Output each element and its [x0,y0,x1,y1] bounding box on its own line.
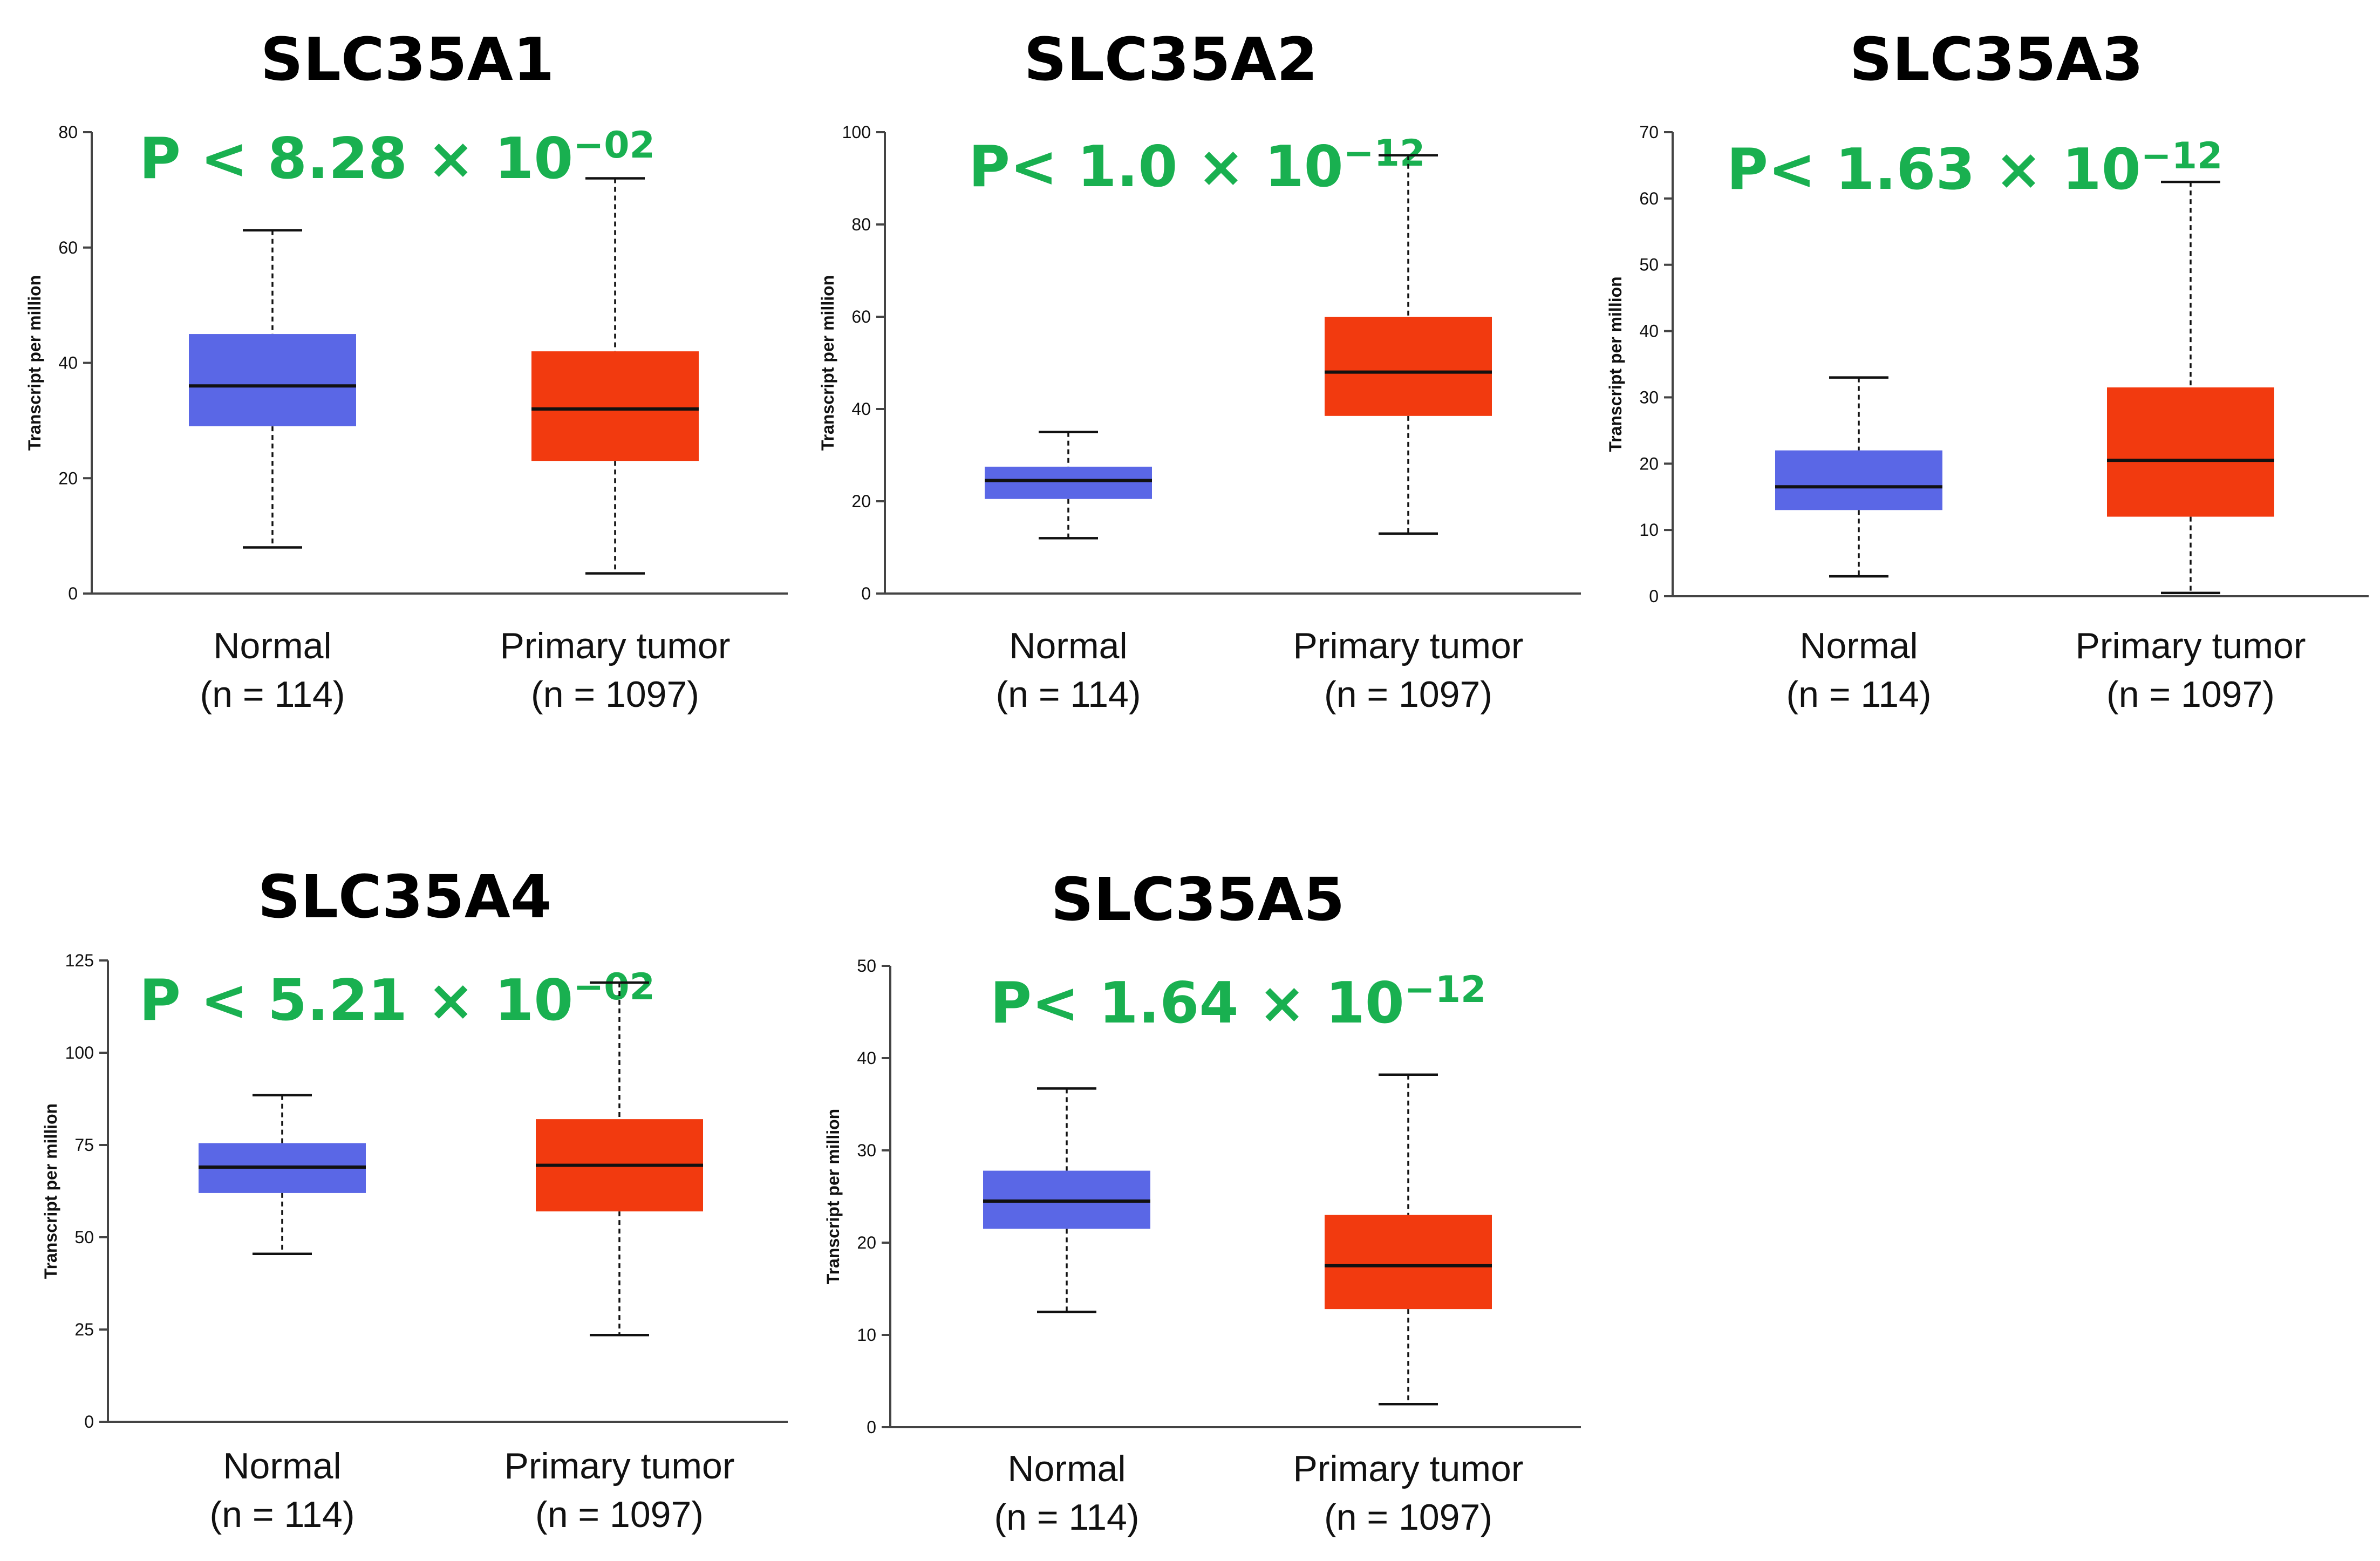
box-primary-tumor [531,177,699,575]
iqr-box [531,351,699,461]
panel-slc35a3: SLC35A3 P< 1.63 × 10−12 0 10 20 30 40 50 60 70 Tra… [1606,25,2369,715]
x-category-count: (n = 114) [209,1494,354,1535]
x-category-count: (n = 1097) [535,1494,704,1535]
panel-slc35a1: SLC35A1 P < 8.28 × 10−02 0 20 40 60 80 Transcri… [25,25,788,715]
iqr-box [189,334,356,427]
panel-title: SLC35A3 [1850,25,2144,94]
y-tick-label: 0 [1649,587,1659,606]
y-tick-label: 100 [65,1043,94,1062]
y-tick-label: 10 [1639,520,1659,540]
y-tick-label: 20 [851,492,871,511]
y-tick-label: 50 [1639,255,1659,275]
x-category-label: Primary tumor [1293,1448,1524,1489]
y-tick-label: 25 [74,1320,94,1339]
y-tick-label: 80 [851,215,871,234]
x-category-count: (n = 1097) [1324,1497,1492,1538]
x-category-count: (n = 1097) [2106,674,2275,715]
panel-title: SLC35A5 [1051,865,1345,934]
iqr-box [985,466,1152,499]
y-tick-label: 75 [74,1135,94,1155]
y-tick-label: 70 [1639,122,1659,142]
y-tick-label: 40 [1639,322,1659,341]
y-tick-label: 80 [58,122,78,142]
y-tick-label: 60 [1639,189,1659,208]
box-primary-tumor [1325,154,1492,535]
x-category-label: Primary tumor [2076,625,2306,666]
y-axis-label: Transcript per million [1606,276,1625,452]
y-tick-label: 50 [857,956,876,976]
box-normal [199,1094,366,1256]
x-category-count: (n = 114) [995,674,1141,715]
x-category-count: (n = 1097) [1324,674,1492,715]
y-tick-label: 125 [65,951,94,970]
y-tick-label: 10 [857,1325,876,1345]
y-tick-label: 20 [857,1233,876,1252]
p-value-label: P < 5.21 × 10−02 [139,966,655,1033]
y-tick-label: 0 [861,584,871,603]
iqr-box [1325,1215,1492,1310]
y-axis-label: Transcript per million [823,1109,843,1284]
x-category-label: Primary tumor [500,625,731,666]
y-tick-label: 60 [58,238,78,257]
p-value-label: P < 8.28 × 10−02 [139,124,655,192]
box-normal [1775,376,1942,578]
y-tick-label: 30 [1639,387,1659,407]
p-value-label: P< 1.64 × 10−12 [990,969,1486,1036]
y-tick-label: 60 [851,307,871,326]
box-primary-tumor [1325,1073,1492,1406]
y-tick-label: 50 [74,1228,94,1247]
box-normal [985,431,1152,540]
y-tick-label: 40 [851,399,871,419]
x-category-label: Primary tumor [1293,625,1524,666]
y-axis-label: Transcript per million [41,1103,60,1279]
box-normal [983,1087,1150,1313]
panel-title: SLC35A4 [258,862,552,931]
p-value-label: P< 1.0 × 10−12 [969,132,1425,200]
x-category-count: (n = 114) [200,674,345,715]
y-tick-label: 0 [867,1417,876,1437]
panel-slc35a5: SLC35A5 P< 1.64 × 10−12 0 10 20 30 40 50 Transcr… [823,865,1581,1538]
box-primary-tumor [536,981,703,1337]
box-primary-tumor [2107,180,2274,595]
iqr-box [2107,387,2274,517]
x-category-count: (n = 1097) [531,674,699,715]
box-normal [189,229,356,549]
y-tick-label: 0 [84,1412,94,1432]
y-axis-label: Transcript per million [818,275,837,451]
x-category-label: Normal [1007,1448,1126,1489]
y-tick-label: 20 [1639,454,1659,473]
iqr-box [1325,317,1492,416]
y-tick-label: 40 [857,1048,876,1068]
x-category-label: Normal [213,625,331,666]
panel-title: SLC35A1 [261,25,555,94]
p-value-label: P< 1.63 × 10−12 [1727,135,2222,202]
x-category-label: Normal [223,1446,341,1487]
panel-slc35a2: SLC35A2 P< 1.0 × 10−12 0 20 40 60 80 100 Transcr… [818,25,1581,715]
y-tick-label: 100 [842,122,871,142]
x-category-label: Normal [1009,625,1127,666]
y-axis-label: Transcript per million [25,275,44,451]
x-category-count: (n = 114) [994,1497,1139,1538]
panel-slc35a4: SLC35A4 P < 5.21 × 10−02 0 25 50 75 100 125 Tran… [41,862,788,1535]
x-category-count: (n = 114) [1786,674,1931,715]
y-tick-label: 20 [58,468,78,488]
iqr-box [1775,450,1942,510]
panel-title: SLC35A2 [1024,25,1318,94]
y-tick-label: 40 [58,353,78,373]
x-category-label: Primary tumor [504,1446,735,1487]
x-category-label: Normal [1799,625,1918,666]
y-tick-label: 0 [68,584,78,603]
y-tick-label: 30 [857,1141,876,1160]
